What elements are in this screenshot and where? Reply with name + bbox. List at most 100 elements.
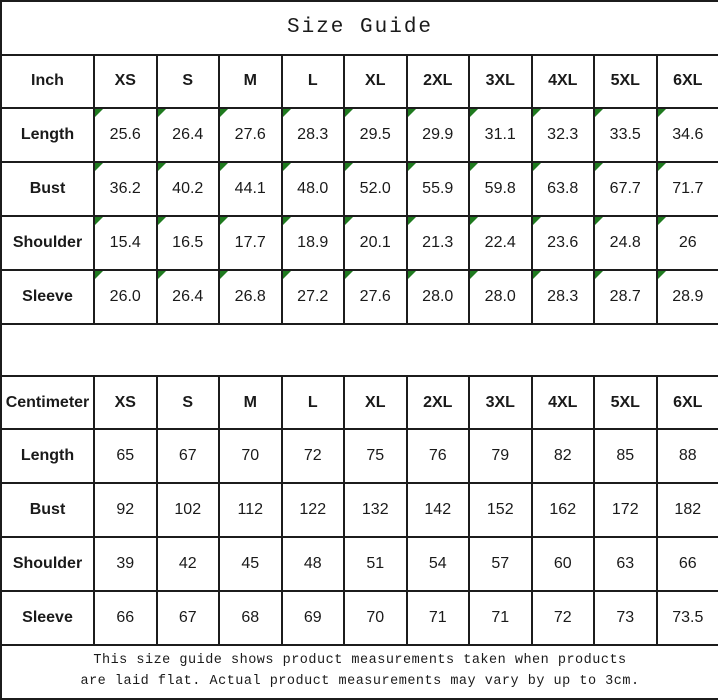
size-header-cell: 4XL — [530, 53, 595, 109]
unit-header-row: Centimeter XS S M L XL 2XL 3XL 4XL 5XL 6XL — [0, 375, 718, 431]
size-header-cell: XL — [343, 375, 408, 431]
value-cell: 71 — [468, 590, 533, 647]
value-cell: 71.7 — [655, 160, 718, 217]
value-cell: 73 — [593, 590, 658, 647]
value-cell: 76 — [405, 428, 470, 485]
value-cell: 21.3 — [405, 214, 470, 271]
value-cell: 33.5 — [593, 106, 658, 163]
value-cell: 16.5 — [155, 214, 220, 271]
value-cell: 142 — [405, 482, 470, 539]
value-cell: 72 — [280, 428, 345, 485]
size-header-cell: 5XL — [593, 375, 658, 431]
value-cell: 92 — [93, 482, 158, 539]
value-cell: 152 — [468, 482, 533, 539]
value-cell: 82 — [530, 428, 595, 485]
page-title: Size Guide — [0, 0, 718, 56]
size-header-cell: 2XL — [405, 53, 470, 109]
value-cell: 66 — [655, 536, 718, 593]
row-label-cell: Length — [0, 428, 95, 485]
value-cell: 102 — [155, 482, 220, 539]
row-label-cell: Sleeve — [0, 590, 95, 647]
size-header-cell: 6XL — [655, 53, 718, 109]
value-cell: 28.0 — [468, 268, 533, 325]
value-cell: 18.9 — [280, 214, 345, 271]
value-cell: 32.3 — [530, 106, 595, 163]
size-header-cell: M — [218, 53, 283, 109]
value-cell: 42 — [155, 536, 220, 593]
unit-header-row: Inch XS S M L XL 2XL 3XL 4XL 5XL 6XL — [0, 53, 718, 109]
unit-header-cell: Centimeter — [0, 375, 95, 431]
value-cell: 172 — [593, 482, 658, 539]
value-cell: 26.4 — [155, 106, 220, 163]
value-cell: 85 — [593, 428, 658, 485]
measurement-row: Bust 36.2 40.2 44.1 48.0 52.0 55.9 59.8 63.8 67.7… — [0, 160, 718, 217]
value-cell: 29.5 — [343, 106, 408, 163]
value-cell: 55.9 — [405, 160, 470, 217]
size-header-cell: S — [155, 375, 220, 431]
value-cell: 17.7 — [218, 214, 283, 271]
value-cell: 27.6 — [343, 268, 408, 325]
value-cell: 28.3 — [280, 106, 345, 163]
size-header-cell: M — [218, 375, 283, 431]
value-cell: 73.5 — [655, 590, 718, 647]
size-header-cell: 4XL — [530, 375, 595, 431]
row-label-cell: Sleeve — [0, 268, 95, 325]
value-cell: 45 — [218, 536, 283, 593]
value-cell: 44.1 — [218, 160, 283, 217]
value-cell: 63 — [593, 536, 658, 593]
value-cell: 27.6 — [218, 106, 283, 163]
value-cell: 39 — [93, 536, 158, 593]
value-cell: 66 — [93, 590, 158, 647]
row-label-cell: Shoulder — [0, 536, 95, 593]
value-cell: 36.2 — [93, 160, 158, 217]
value-cell: 22.4 — [468, 214, 533, 271]
size-header-cell: L — [280, 53, 345, 109]
value-cell: 26 — [655, 214, 718, 271]
value-cell: 29.9 — [405, 106, 470, 163]
value-cell: 69 — [280, 590, 345, 647]
row-label-cell: Bust — [0, 160, 95, 217]
value-cell: 25.6 — [93, 106, 158, 163]
value-cell: 15.4 — [93, 214, 158, 271]
value-cell: 59.8 — [468, 160, 533, 217]
value-cell: 70 — [218, 428, 283, 485]
value-cell: 54 — [405, 536, 470, 593]
measurement-row: Sleeve 26.0 26.4 26.8 27.2 27.6 28.0 28.0 28.3 28… — [0, 268, 718, 325]
value-cell: 182 — [655, 482, 718, 539]
value-cell: 48.0 — [280, 160, 345, 217]
size-header-cell: 6XL — [655, 375, 718, 431]
value-cell: 28.7 — [593, 268, 658, 325]
value-cell: 24.8 — [593, 214, 658, 271]
size-header-cell: XS — [93, 53, 158, 109]
value-cell: 72 — [530, 590, 595, 647]
size-header-cell: S — [155, 53, 220, 109]
value-cell: 67.7 — [593, 160, 658, 217]
row-label-cell: Bust — [0, 482, 95, 539]
row-label-cell: Length — [0, 106, 95, 163]
size-header-cell: XS — [93, 375, 158, 431]
value-cell: 57 — [468, 536, 533, 593]
value-cell: 28.9 — [655, 268, 718, 325]
measurement-row: Length 65 67 70 72 75 76 79 82 85 88 — [0, 428, 718, 485]
value-cell: 65 — [93, 428, 158, 485]
size-header-cell: 5XL — [593, 53, 658, 109]
value-cell: 162 — [530, 482, 595, 539]
value-cell: 122 — [280, 482, 345, 539]
value-cell: 88 — [655, 428, 718, 485]
measurement-row: Bust 92 102 112 122 132 142 152 162 172 182 — [0, 482, 718, 539]
value-cell: 20.1 — [343, 214, 408, 271]
value-cell: 27.2 — [280, 268, 345, 325]
value-cell: 52.0 — [343, 160, 408, 217]
value-cell: 51 — [343, 536, 408, 593]
value-cell: 112 — [218, 482, 283, 539]
measurement-row: Shoulder 15.4 16.5 17.7 18.9 20.1 21.3 22.4 23.6… — [0, 214, 718, 271]
value-cell: 75 — [343, 428, 408, 485]
footer-note: This size guide shows product measuremen… — [0, 644, 718, 700]
value-cell: 48 — [280, 536, 345, 593]
unit-header-cell: Inch — [0, 53, 95, 109]
size-header-cell: L — [280, 375, 345, 431]
value-cell: 23.6 — [530, 214, 595, 271]
value-cell: 26.0 — [93, 268, 158, 325]
